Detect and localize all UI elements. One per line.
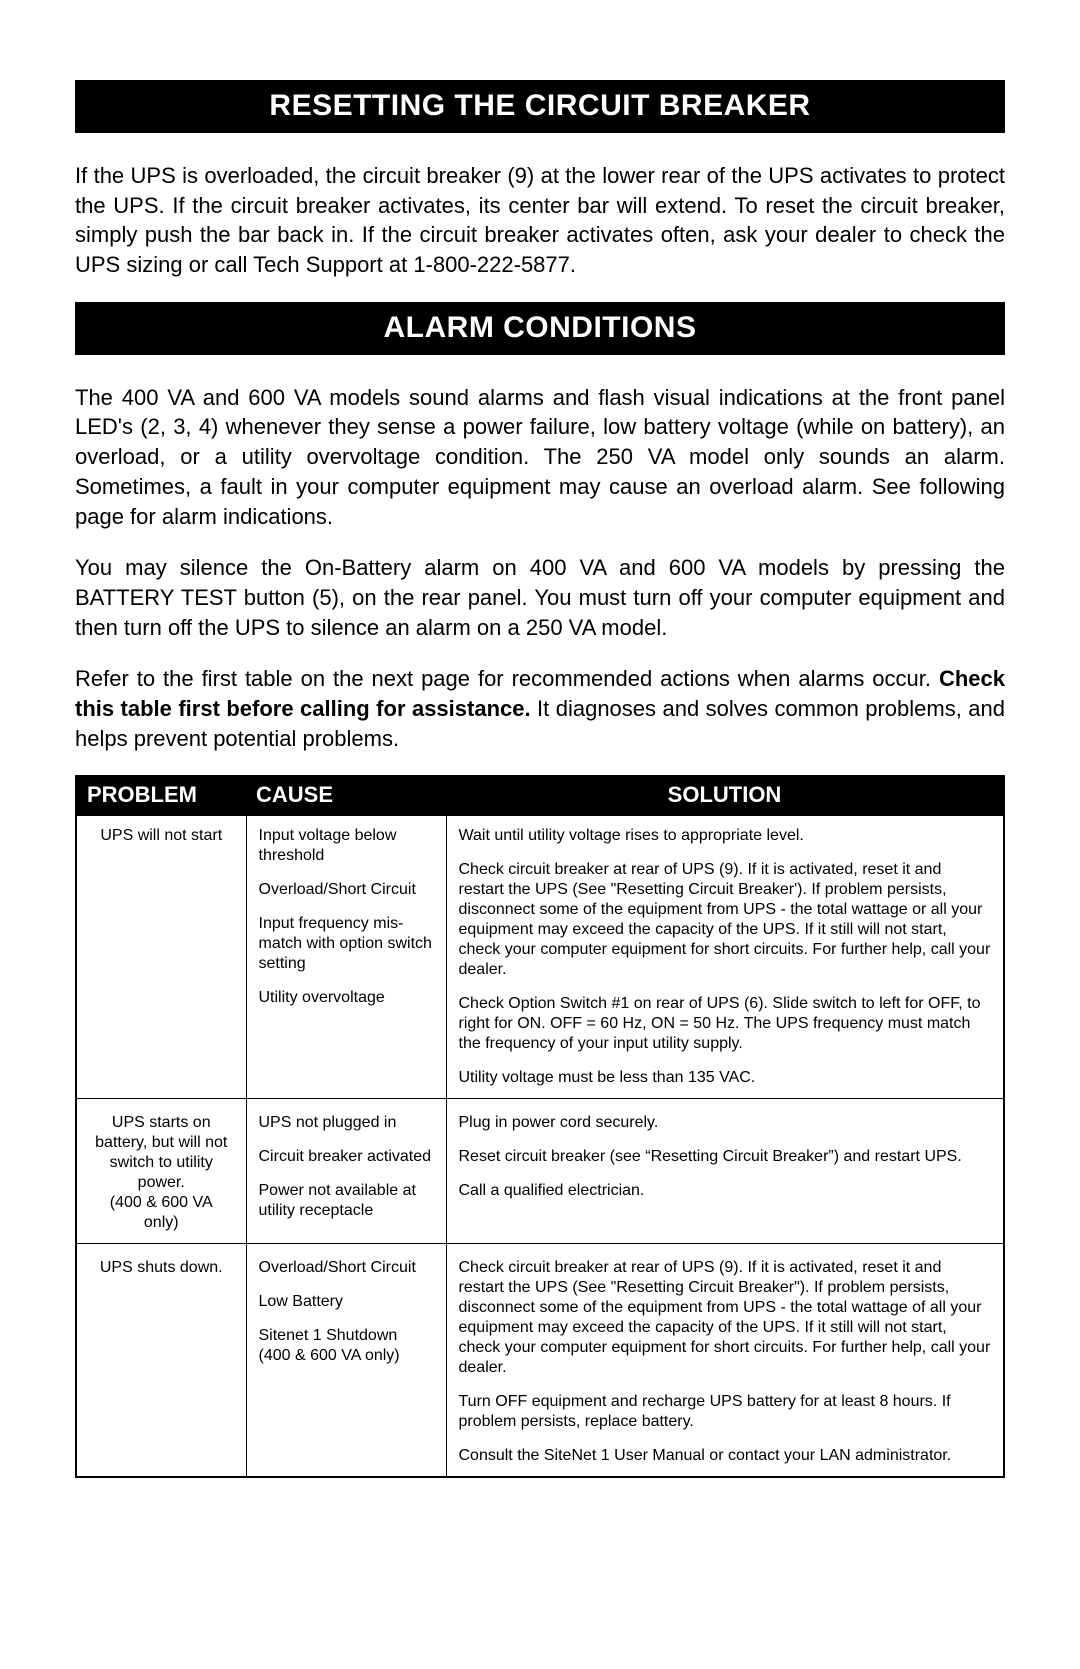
problem-text: UPS starts on <box>89 1113 234 1133</box>
section2-paragraph-3: Refer to the first table on the next pag… <box>75 664 1005 753</box>
solution-text: Check circuit breaker at rear of UPS (9)… <box>459 1258 992 1378</box>
solution-text: Check Option Switch #1 on rear of UPS (6… <box>459 994 992 1054</box>
solution-text: Reset circuit breaker (see “Resetting Ci… <box>459 1147 992 1167</box>
problem-text: battery, but will not <box>89 1133 234 1153</box>
problem-text: switch to utility <box>89 1153 234 1173</box>
cause-text: Input voltage below threshold <box>259 826 434 866</box>
problem-text: power. <box>89 1173 234 1193</box>
solution-cell: Wait until utility voltage rises to appr… <box>446 816 1004 1099</box>
problem-cell: UPS shuts down. <box>76 1243 246 1477</box>
problem-cell: UPS starts onbattery, but will notswitch… <box>76 1098 246 1243</box>
cause-text: Low Battery <box>259 1292 434 1312</box>
section2-paragraph-1: The 400 VA and 600 VA models sound alarm… <box>75 383 1005 531</box>
section2-para3-pre: Refer to the first table on the next pag… <box>75 666 939 691</box>
solution-cell: Plug in power cord securely. Reset circui… <box>446 1098 1004 1243</box>
problem-text: UPS shuts down. <box>89 1258 234 1278</box>
cause-text: Utility overvoltage <box>259 988 434 1008</box>
cause-cell: Input voltage below threshold Overload/Sh… <box>246 816 446 1099</box>
problem-text: only) <box>89 1213 234 1233</box>
solution-text: Consult the SiteNet 1 User Manual or con… <box>459 1446 992 1466</box>
th-cause: CAUSE <box>246 776 446 816</box>
section2-paragraph-2: You may silence the On-Battery alarm on … <box>75 553 1005 642</box>
cause-text: UPS not plugged in <box>259 1113 434 1133</box>
troubleshooting-table: PROBLEM CAUSE SOLUTION UPS will not star… <box>75 775 1005 1478</box>
table-header-row: PROBLEM CAUSE SOLUTION <box>76 776 1004 816</box>
table-row: UPS starts onbattery, but will notswitch… <box>76 1098 1004 1243</box>
solution-text: Check circuit breaker at rear of UPS (9)… <box>459 860 992 980</box>
cause-text: Overload/Short Circuit <box>259 1258 434 1278</box>
solution-text: Call a qualified electrician. <box>459 1181 992 1201</box>
table-row: UPS will not start Input voltage below th… <box>76 816 1004 1099</box>
solution-text: Utility voltage must be less than 135 VA… <box>459 1068 992 1088</box>
cause-cell: Overload/Short Circuit Low Battery Sitenet… <box>246 1243 446 1477</box>
solution-text: Turn OFF equipment and recharge UPS batt… <box>459 1392 992 1432</box>
cause-text: Input frequency mis-match with option sw… <box>259 914 434 974</box>
section-header-resetting: RESETTING THE CIRCUIT BREAKER <box>75 80 1005 133</box>
solution-text: Wait until utility voltage rises to appr… <box>459 826 992 846</box>
table-body: UPS will not start Input voltage below th… <box>76 816 1004 1477</box>
cause-text: Circuit breaker activated <box>259 1147 434 1167</box>
cause-text: Power not available at utility receptacl… <box>259 1181 434 1221</box>
table-row: UPS shuts down. Overload/Short Circuit Low… <box>76 1243 1004 1477</box>
problem-text: UPS will not start <box>89 826 234 846</box>
cause-cell: UPS not plugged in Circuit breaker activa… <box>246 1098 446 1243</box>
solution-cell: Check circuit breaker at rear of UPS (9)… <box>446 1243 1004 1477</box>
cause-text: Sitenet 1 Shutdown (400 & 600 VA only) <box>259 1326 434 1366</box>
section1-paragraph: If the UPS is overloaded, the circuit br… <box>75 161 1005 280</box>
problem-cell: UPS will not start <box>76 816 246 1099</box>
solution-text: Plug in power cord securely. <box>459 1113 992 1133</box>
th-solution: SOLUTION <box>446 776 1004 816</box>
section-header-alarm: ALARM CONDITIONS <box>75 302 1005 355</box>
th-problem: PROBLEM <box>76 776 246 816</box>
cause-text: Overload/Short Circuit <box>259 880 434 900</box>
problem-text: (400 & 600 VA <box>89 1193 234 1213</box>
